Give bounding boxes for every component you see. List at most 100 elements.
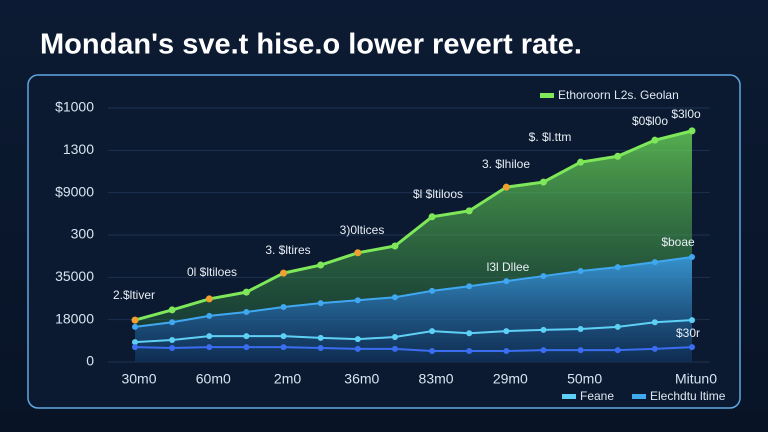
y-tick-label: $1000	[55, 99, 94, 115]
legend-label: Feane	[580, 389, 614, 403]
data-point	[502, 183, 510, 191]
data-point	[242, 288, 250, 296]
annotation: 3)0ltices	[340, 223, 385, 237]
data-point	[429, 347, 436, 354]
data-point	[205, 295, 213, 303]
data-point	[540, 347, 547, 354]
data-point	[614, 323, 621, 330]
data-point	[651, 345, 658, 352]
y-tick-label: 18000	[55, 310, 94, 326]
legend-swatch	[632, 394, 646, 399]
data-point	[206, 333, 213, 340]
x-tick-label: 29m0	[493, 371, 528, 387]
page-title: Mondan's sve.t hise.o lower revert rate.	[40, 29, 582, 61]
y-tick-label: 35000	[55, 268, 94, 284]
data-point	[651, 259, 658, 266]
data-point	[169, 336, 176, 343]
annotation: l3l Dllee	[487, 260, 530, 274]
data-point	[466, 283, 473, 290]
line	[134, 256, 693, 328]
line	[134, 346, 693, 352]
data-point	[429, 287, 436, 294]
data-point	[577, 325, 584, 332]
data-point	[577, 267, 584, 274]
data-point	[688, 127, 696, 135]
data-point	[540, 273, 547, 280]
data-point	[354, 345, 361, 352]
data-point	[243, 333, 250, 340]
data-point	[466, 347, 473, 354]
data-point	[651, 319, 658, 326]
annotation: $boae	[661, 235, 695, 249]
data-point	[354, 297, 361, 304]
data-point	[206, 312, 213, 319]
data-point	[577, 347, 584, 354]
data-point	[689, 317, 695, 324]
x-tick-label: Mitun0	[675, 371, 717, 387]
y-tick-label: 1300	[63, 141, 94, 157]
data-point	[651, 136, 659, 144]
data-point	[280, 344, 287, 351]
data-point	[206, 344, 213, 351]
annotation: 3. $ltires	[265, 243, 310, 257]
legend-swatch	[540, 93, 554, 98]
data-point	[503, 278, 510, 285]
data-point	[354, 336, 361, 343]
annotation: 0l $ltiloes	[187, 265, 237, 279]
legend-label: Ethoroorn L2s. Geolan	[558, 88, 679, 102]
data-point	[466, 330, 473, 337]
data-point	[614, 264, 621, 271]
annotation: $30r	[676, 326, 700, 340]
data-point	[391, 294, 398, 301]
x-tick-label: 2m0	[274, 371, 301, 387]
annotation: $l $ltiloos	[413, 187, 463, 201]
data-point	[539, 178, 547, 186]
data-point	[503, 347, 510, 354]
data-point	[132, 323, 138, 330]
data-point	[689, 344, 695, 351]
data-point	[169, 319, 176, 326]
data-point	[391, 345, 398, 352]
data-point	[391, 334, 398, 341]
data-point	[429, 328, 436, 335]
annotation: $3l0o	[671, 107, 701, 121]
data-point	[168, 306, 176, 314]
data-point	[317, 300, 324, 307]
data-point	[391, 242, 399, 250]
line	[134, 319, 693, 344]
data-point	[280, 303, 287, 310]
data-point	[540, 326, 547, 333]
data-point	[614, 152, 622, 160]
annotation: $0$l0o	[632, 114, 668, 128]
x-tick-label: 83m0	[419, 371, 454, 387]
data-point	[169, 345, 176, 352]
data-point	[503, 328, 510, 335]
data-point	[428, 213, 436, 221]
x-tick-label: 36m0	[344, 371, 379, 387]
legend-swatch	[562, 394, 576, 399]
line	[134, 129, 693, 322]
data-point	[280, 333, 287, 340]
data-point	[243, 309, 250, 316]
annotation: 2.$ltiver	[113, 288, 155, 302]
data-point	[131, 316, 139, 324]
data-point	[280, 269, 288, 277]
x-tick-label: 60m0	[196, 371, 231, 387]
annotation: 3. $lhiloe	[482, 157, 530, 171]
data-point	[689, 254, 695, 261]
data-point	[317, 261, 325, 269]
data-point	[132, 344, 138, 351]
y-tick-label: $9000	[55, 183, 94, 199]
x-tick-label: 30m0	[121, 371, 156, 387]
data-point	[243, 344, 250, 351]
legend-label: Elechdtu ltime	[650, 389, 726, 403]
data-point	[577, 158, 585, 166]
x-tick-label: 50m0	[567, 371, 602, 387]
data-point	[465, 207, 473, 215]
y-tick-label: 0	[86, 353, 94, 369]
data-point	[317, 334, 324, 341]
data-point	[317, 345, 324, 352]
y-tick-label: 300	[71, 226, 95, 242]
annotation: $. $l.ttm	[529, 130, 572, 144]
